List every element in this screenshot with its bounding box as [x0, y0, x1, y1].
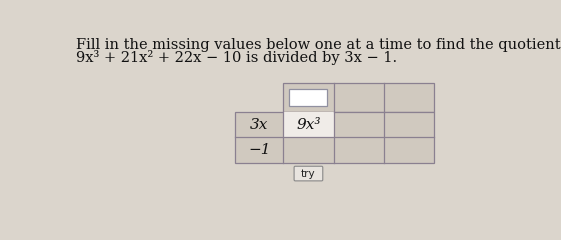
FancyBboxPatch shape [294, 166, 323, 181]
Bar [235, 112, 434, 163]
Bar [283, 83, 434, 112]
Text: 3x: 3x [250, 118, 268, 132]
Bar [283, 112, 334, 137]
Text: Fill in the missing values below one at a time to find the quotient when: Fill in the missing values below one at … [76, 38, 561, 52]
Bar [289, 89, 328, 106]
Text: 9x³ + 21x² + 22x − 10 is divided by 3x − 1.: 9x³ + 21x² + 22x − 10 is divided by 3x −… [76, 50, 397, 65]
Text: 9x³: 9x³ [296, 118, 321, 132]
Text: −1: −1 [248, 143, 270, 157]
Text: try: try [301, 168, 316, 179]
